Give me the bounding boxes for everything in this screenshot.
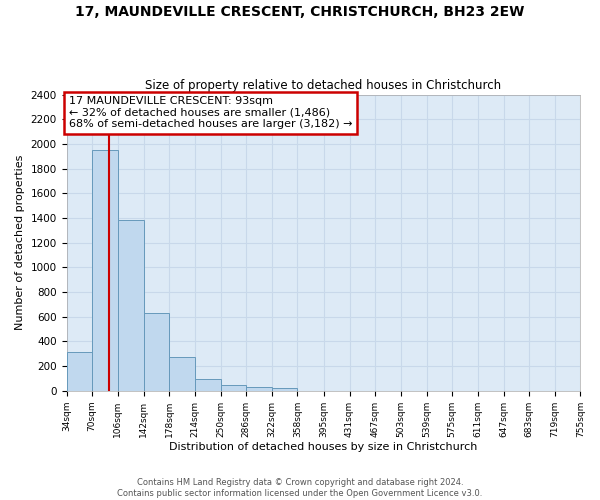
Text: 17 MAUNDEVILLE CRESCENT: 93sqm
← 32% of detached houses are smaller (1,486)
68% : 17 MAUNDEVILLE CRESCENT: 93sqm ← 32% of … (68, 96, 352, 129)
Bar (92, 150, 118, 391)
Bar (246, 387, 272, 391)
X-axis label: Distribution of detached houses by size in Christchurch: Distribution of detached houses by size … (169, 442, 478, 452)
Bar (272, 388, 298, 391)
Bar (143, 313, 169, 391)
Bar (221, 385, 246, 391)
Y-axis label: Number of detached properties: Number of detached properties (15, 155, 25, 330)
Text: Contains HM Land Registry data © Crown copyright and database right 2024.
Contai: Contains HM Land Registry data © Crown c… (118, 478, 482, 498)
Bar (169, 357, 195, 391)
Title: Size of property relative to detached houses in Christchurch: Size of property relative to detached ho… (145, 79, 502, 92)
Bar (195, 378, 221, 391)
Text: 17, MAUNDEVILLE CRESCENT, CHRISTCHURCH, BH23 2EW: 17, MAUNDEVILLE CRESCENT, CHRISTCHURCH, … (76, 5, 524, 19)
Bar (118, 220, 143, 391)
Bar (67, 352, 92, 391)
